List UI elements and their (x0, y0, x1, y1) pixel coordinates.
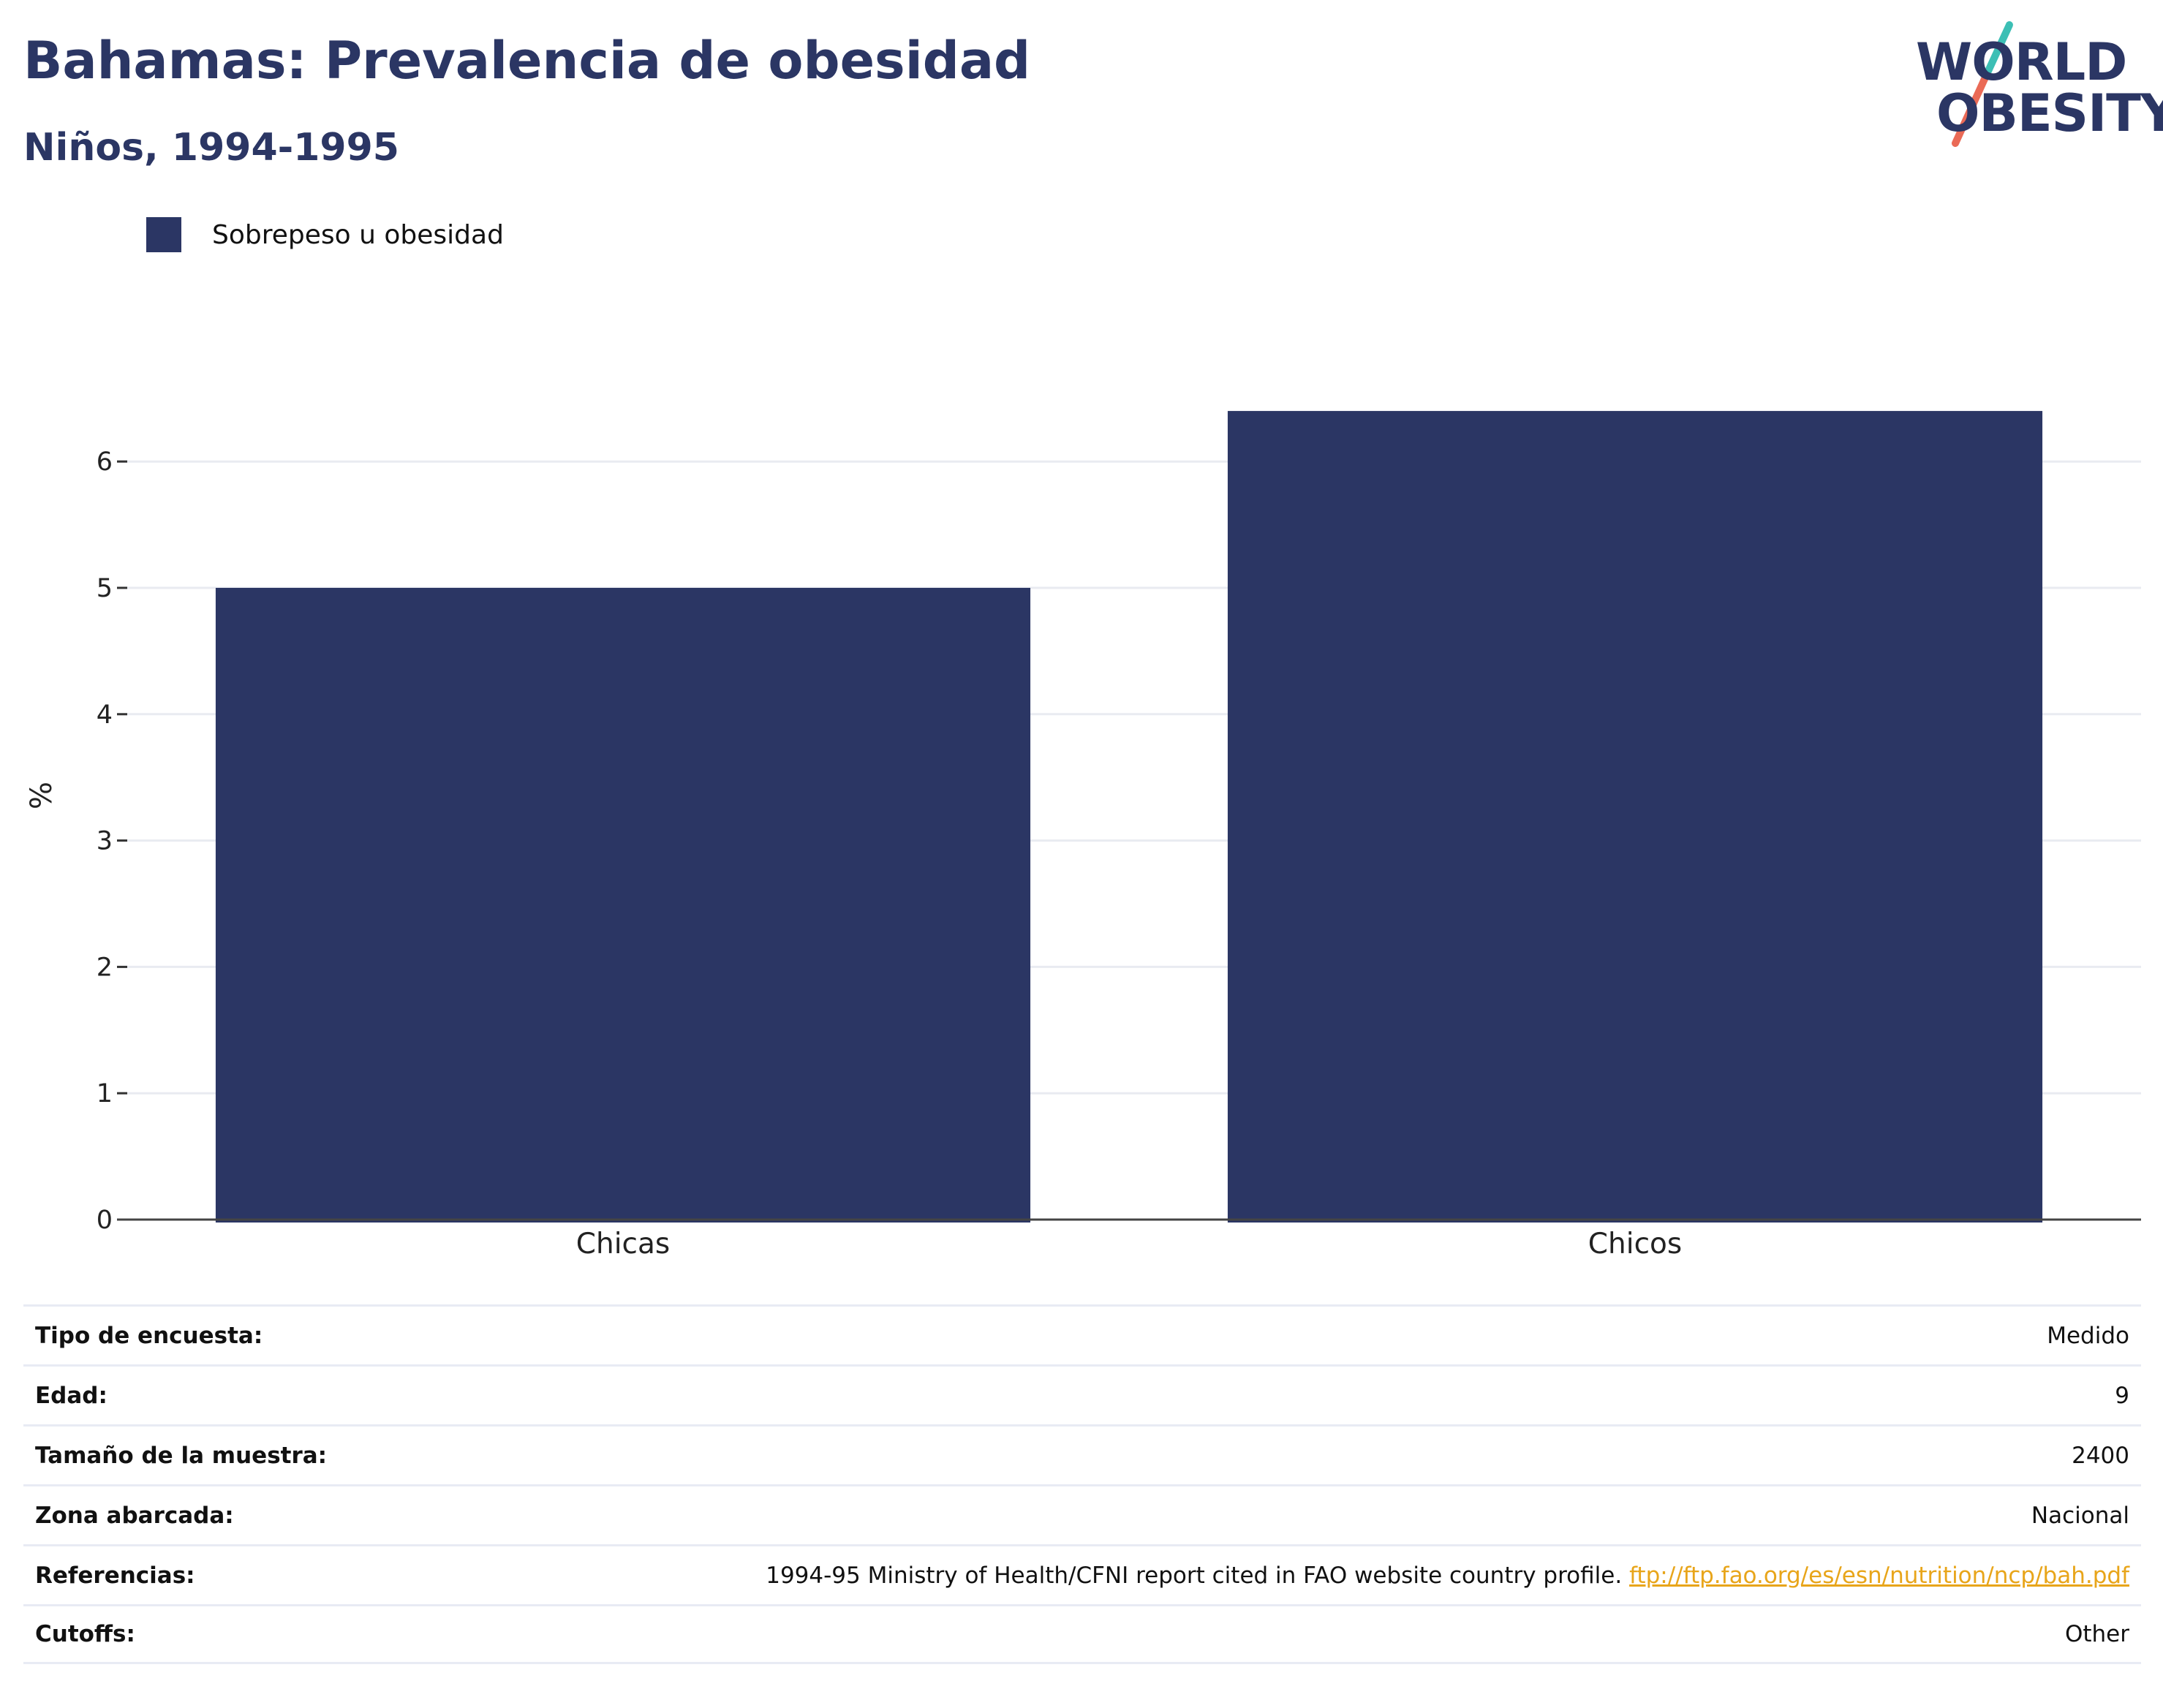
meta-value: Medido (2047, 1322, 2129, 1349)
chart-title: Bahamas: Prevalencia de obesidad (23, 31, 1031, 91)
legend-swatch (146, 217, 181, 252)
meta-value: 9 (2115, 1382, 2129, 1409)
chart-subtitle: Niños, 1994-1995 (23, 126, 399, 170)
chart-legend: Sobrepeso u obesidad (146, 216, 504, 253)
logo-slash-icon (1952, 21, 2013, 147)
bar-chicas (215, 588, 1031, 1223)
meta-key: Zona abarcada: (35, 1502, 234, 1529)
meta-row: Referencias: 1994-95 Ministry of Health/C… (23, 1544, 2141, 1604)
meta-row: Tipo de encuesta: Medido (23, 1304, 2141, 1364)
meta-row: Tamaño de la muestra: 2400 (23, 1424, 2141, 1484)
meta-key: Cutoffs: (35, 1621, 135, 1647)
reference-link[interactable]: ftp://ftp.fao.org/es/esn/nutrition/ncp/b… (1629, 1562, 2129, 1589)
meta-row: Edad: 9 (23, 1364, 2141, 1424)
survey-metadata-table: Tipo de encuesta: Medido Edad: 9 Tamaño de l… (23, 1304, 2141, 1664)
y-tick-label: 4 (97, 700, 113, 730)
world-obesity-logo[interactable]: WORLD OBESITY (1894, 15, 2163, 154)
y-tick-label: 0 (97, 1206, 113, 1235)
meta-key: Edad: (35, 1382, 107, 1409)
y-axis-label: % (25, 782, 58, 809)
meta-key: Tipo de encuesta: (35, 1322, 263, 1349)
bar-chicos (1227, 411, 2043, 1223)
meta-row: Cutoffs: Other (23, 1604, 2141, 1664)
y-tick-label: 3 (97, 827, 113, 856)
meta-value: Nacional (2031, 1502, 2129, 1529)
y-tick-label: 1 (97, 1079, 113, 1108)
bar-chart: 0 1 2 3 4 5 6% Chicas Chicos (25, 411, 2141, 1261)
logo-word-obesity: OBESITY (1936, 83, 2163, 143)
meta-key: Tamaño de la muestra: (35, 1442, 328, 1469)
meta-row: Zona abarcada: Nacional (23, 1484, 2141, 1544)
meta-value: 1994-95 Ministry of Health/CFNI report c… (766, 1562, 2129, 1589)
y-tick-label: 5 (97, 574, 113, 603)
meta-key: Referencias: (35, 1562, 195, 1589)
x-tick-label: Chicos (1588, 1228, 1682, 1261)
meta-value: 2400 (2072, 1442, 2129, 1469)
meta-value: Other (2064, 1621, 2129, 1647)
logo-word-world: WORLD (1916, 32, 2127, 92)
y-tick-label: 6 (97, 447, 113, 477)
x-tick-label: Chicas (576, 1228, 670, 1261)
y-tick-label: 2 (97, 953, 113, 982)
legend-label: Sobrepeso u obesidad (212, 219, 504, 250)
